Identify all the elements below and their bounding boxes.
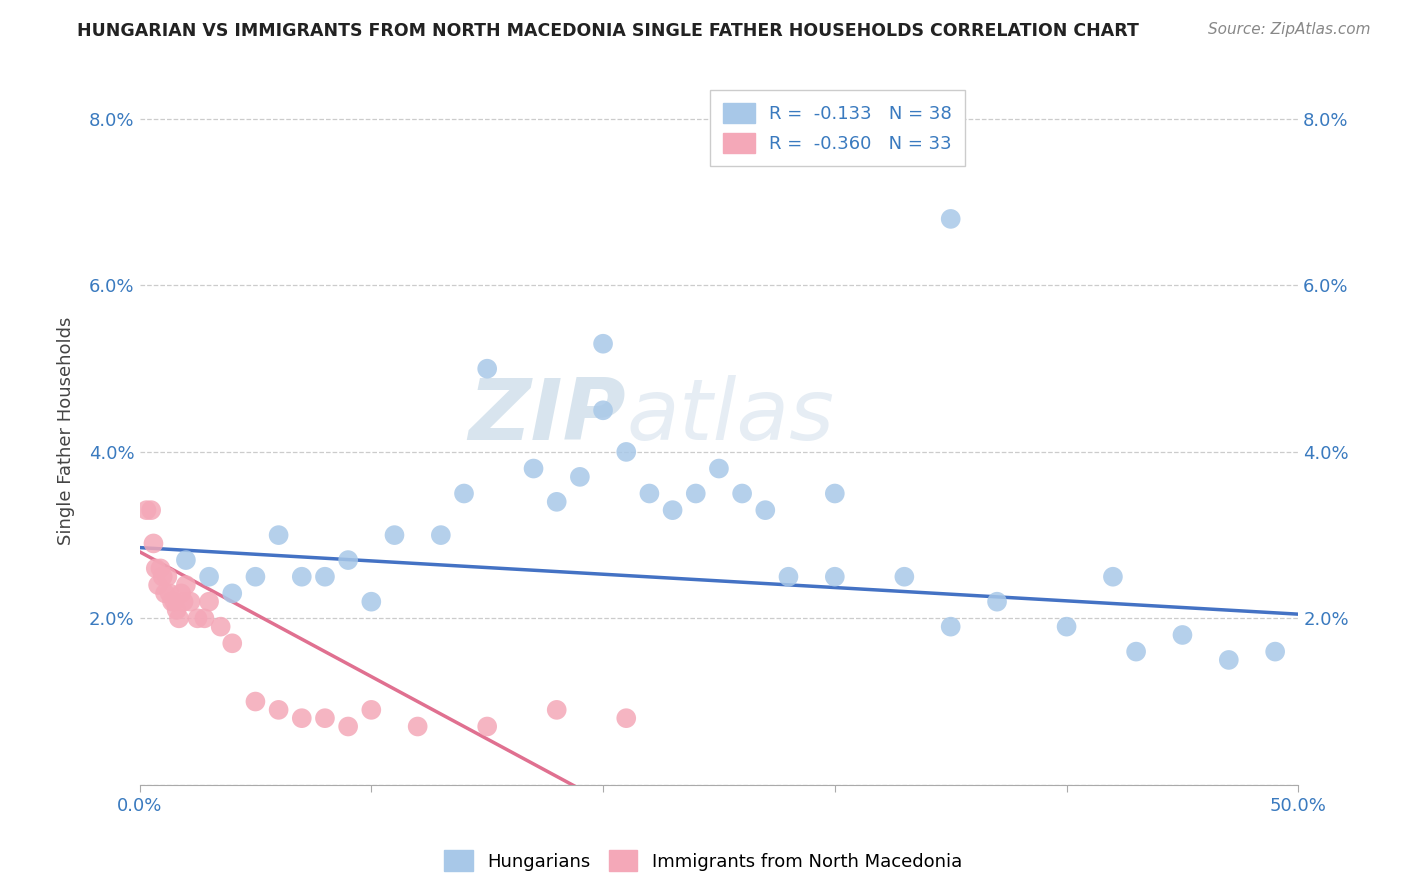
Point xyxy=(1218,653,1240,667)
Point xyxy=(139,503,162,517)
Text: Source: ZipAtlas.com: Source: ZipAtlas.com xyxy=(1208,22,1371,37)
Point xyxy=(824,570,846,584)
Point xyxy=(153,586,176,600)
Point xyxy=(193,611,215,625)
Point xyxy=(707,461,730,475)
Point xyxy=(314,570,336,584)
Point xyxy=(174,553,197,567)
Point xyxy=(754,503,776,517)
Point xyxy=(267,528,290,542)
Point xyxy=(939,211,962,226)
Text: atlas: atlas xyxy=(626,376,834,458)
Point xyxy=(149,561,172,575)
Point xyxy=(477,719,499,733)
Point xyxy=(314,711,336,725)
Point xyxy=(360,703,382,717)
Point xyxy=(430,528,453,542)
Point xyxy=(186,611,208,625)
Point xyxy=(337,719,360,733)
Point xyxy=(546,703,568,717)
Point xyxy=(174,578,197,592)
Point xyxy=(453,486,475,500)
Point xyxy=(135,503,157,517)
Legend: Hungarians, Immigrants from North Macedonia: Hungarians, Immigrants from North Macedo… xyxy=(437,843,969,879)
Point xyxy=(221,636,243,650)
Point xyxy=(180,595,202,609)
Point xyxy=(163,595,186,609)
Point xyxy=(160,595,183,609)
Point xyxy=(939,620,962,634)
Point xyxy=(731,486,754,500)
Point xyxy=(546,495,568,509)
Point xyxy=(592,336,614,351)
Point xyxy=(614,445,637,459)
Point xyxy=(986,595,1008,609)
Point xyxy=(893,570,915,584)
Point xyxy=(614,711,637,725)
Point xyxy=(170,586,193,600)
Point xyxy=(406,719,429,733)
Point xyxy=(166,603,188,617)
Point xyxy=(267,703,290,717)
Point xyxy=(245,694,267,708)
Point xyxy=(661,503,683,517)
Point xyxy=(778,570,800,584)
Point xyxy=(477,361,499,376)
Point xyxy=(1056,620,1078,634)
Point xyxy=(146,578,169,592)
Point xyxy=(156,570,179,584)
Point xyxy=(291,711,314,725)
Point xyxy=(291,570,314,584)
Point xyxy=(221,586,243,600)
Point xyxy=(145,561,167,575)
Point xyxy=(592,403,614,417)
Point xyxy=(1171,628,1194,642)
Point xyxy=(824,486,846,500)
Text: HUNGARIAN VS IMMIGRANTS FROM NORTH MACEDONIA SINGLE FATHER HOUSEHOLDS CORRELATIO: HUNGARIAN VS IMMIGRANTS FROM NORTH MACED… xyxy=(77,22,1139,40)
Point xyxy=(209,620,232,634)
Point xyxy=(638,486,661,500)
Point xyxy=(337,553,360,567)
Point xyxy=(142,536,165,550)
Point xyxy=(384,528,406,542)
Point xyxy=(167,611,190,625)
Point xyxy=(1125,645,1147,659)
Point xyxy=(1264,645,1286,659)
Point xyxy=(245,570,267,584)
Y-axis label: Single Father Households: Single Father Households xyxy=(58,317,75,545)
Point xyxy=(685,486,707,500)
Point xyxy=(152,570,174,584)
Point xyxy=(360,595,382,609)
Legend: R =  -0.133   N = 38, R =  -0.360   N = 33: R = -0.133 N = 38, R = -0.360 N = 33 xyxy=(710,90,965,166)
Point xyxy=(198,570,221,584)
Point xyxy=(1102,570,1125,584)
Point xyxy=(159,586,181,600)
Point xyxy=(522,461,544,475)
Point xyxy=(198,595,221,609)
Text: ZIP: ZIP xyxy=(468,376,626,458)
Point xyxy=(568,470,591,484)
Point xyxy=(173,595,195,609)
